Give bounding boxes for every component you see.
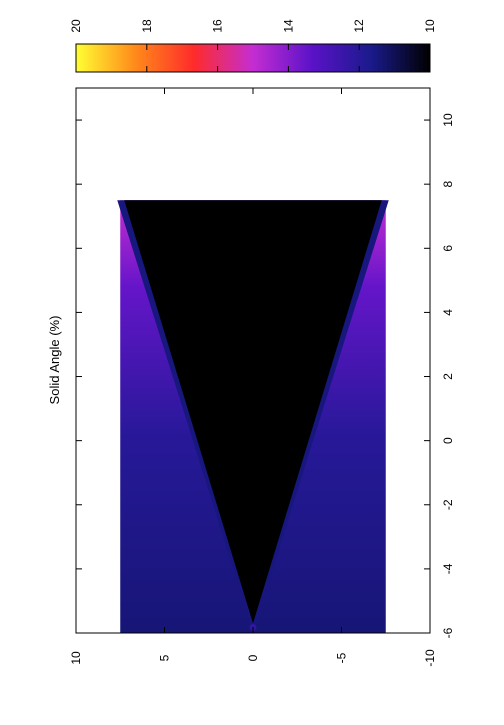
y-tick-label: 0 xyxy=(246,654,260,661)
colorbar-tick-label: 14 xyxy=(281,19,295,33)
x-tick-label: -4 xyxy=(441,563,455,574)
colorbar-scale xyxy=(75,43,431,73)
colorbar-ticks: 20 18 16 14 12 10 xyxy=(69,19,437,72)
x-tick-label: -2 xyxy=(441,499,455,510)
x-tick-label: 2 xyxy=(441,373,455,380)
y-tick-label: -10 xyxy=(423,649,437,667)
cone-interior xyxy=(124,200,382,624)
y-tick-label: 5 xyxy=(158,654,172,661)
x-tick-label: -6 xyxy=(441,627,455,638)
y-tick-label: -5 xyxy=(335,652,349,663)
colorbar-tick-label: 10 xyxy=(423,19,437,33)
plot-area: -6 -4 -2 0 2 4 6 8 10 10 5 0 -5 -10 Solid Angle (%) xyxy=(47,87,455,667)
colorbar-tick-label: 12 xyxy=(352,19,366,33)
y-tick-label: 10 xyxy=(69,651,83,665)
x-tick-label: 8 xyxy=(441,181,455,188)
x-tick-label: 10 xyxy=(441,113,455,127)
colorbar-tick-label: 20 xyxy=(69,19,83,33)
colorbar-tick-label: 18 xyxy=(140,19,154,33)
x-tick-label: 0 xyxy=(441,437,455,444)
x-tick-label: 4 xyxy=(441,309,455,316)
colorbar-tick-label: 16 xyxy=(211,19,225,33)
y-axis: 10 5 0 -5 -10 xyxy=(69,88,437,667)
x-axis: -6 -4 -2 0 2 4 6 8 10 xyxy=(76,113,455,638)
colorbar: 20 18 16 14 12 10 xyxy=(69,19,437,73)
y-axis-label: Solid Angle (%) xyxy=(47,316,62,405)
x-tick-label: 6 xyxy=(441,245,455,252)
heatmap-layer xyxy=(117,200,389,634)
